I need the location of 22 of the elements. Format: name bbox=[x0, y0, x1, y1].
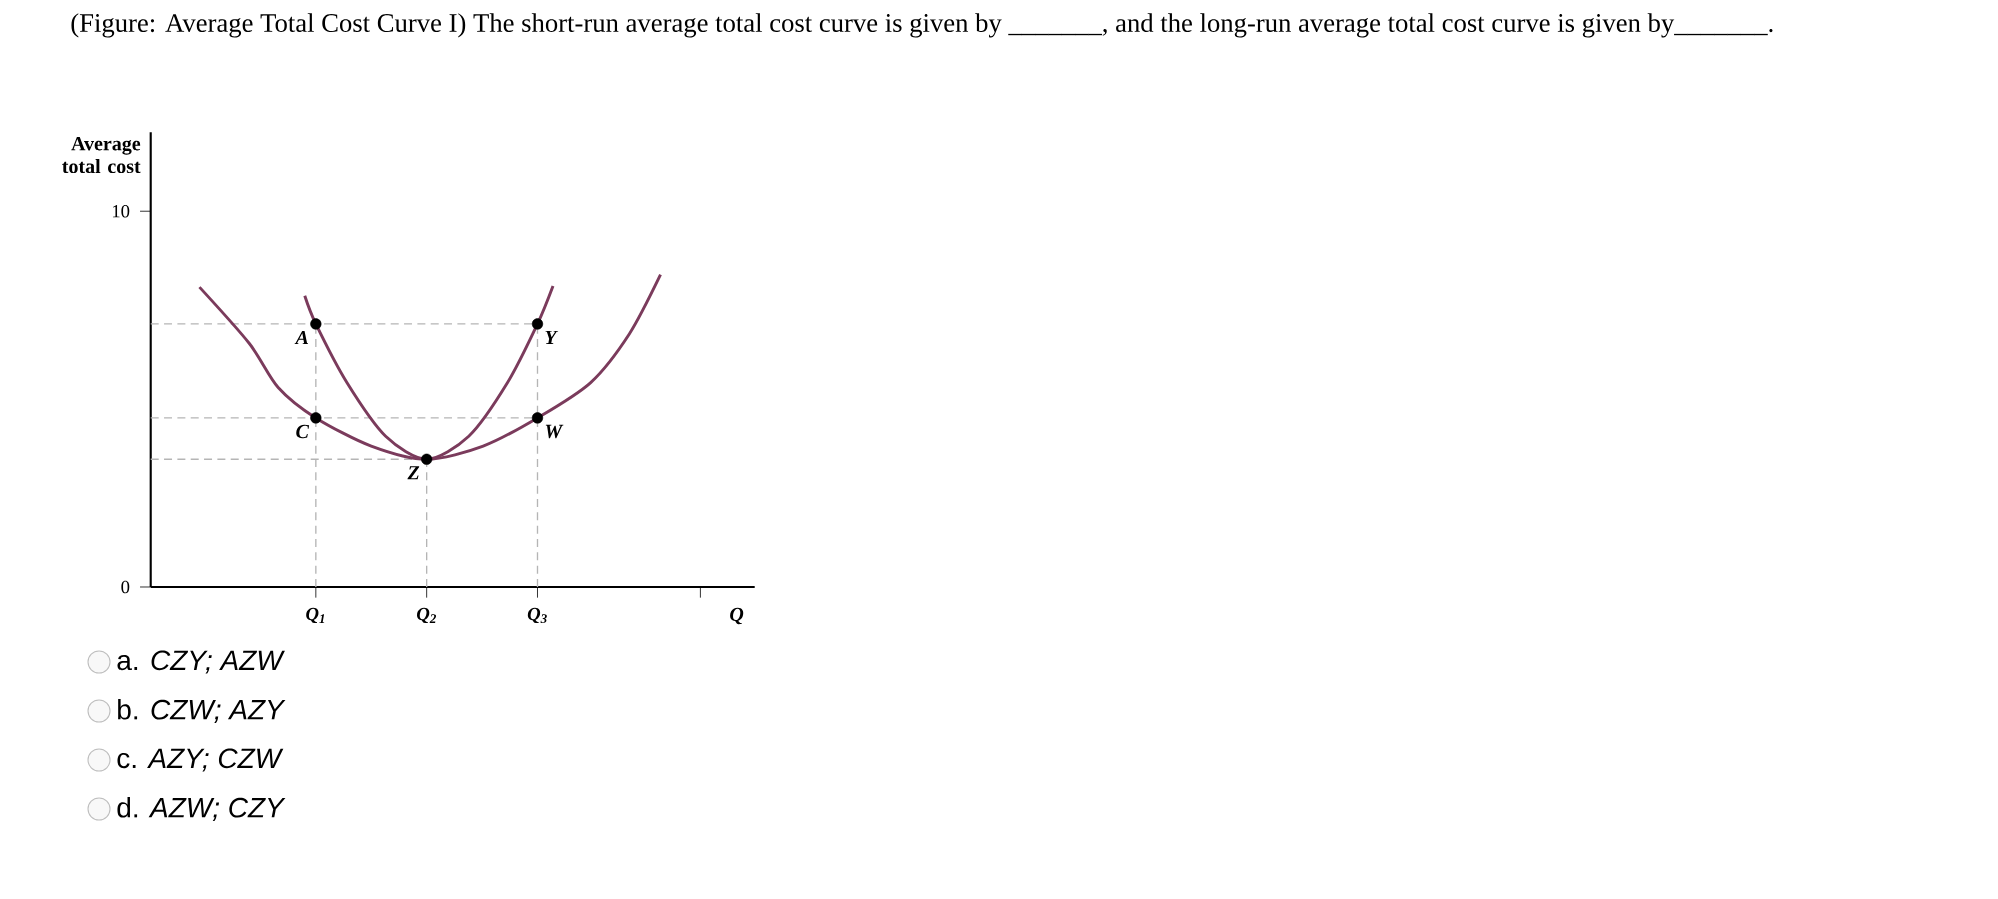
text: a. CZY; AZW bbox=[117, 650, 285, 674]
point bbox=[310, 318, 322, 330]
y-axis-title: Average total cost bbox=[62, 137, 141, 174]
text: d. AZW; CZY bbox=[117, 797, 286, 821]
point bbox=[310, 412, 322, 424]
x-tick-label: Q$_{2}$ bbox=[416, 607, 437, 624]
annotation: Z bbox=[407, 466, 420, 480]
annotation: Y bbox=[545, 330, 559, 344]
x-tick-label: Q$_{3}$ bbox=[527, 607, 547, 624]
text: c. AZY; CZW bbox=[117, 748, 284, 772]
point bbox=[421, 453, 433, 465]
x-tick-label: Q$_{1}$ bbox=[306, 607, 325, 624]
point bbox=[531, 412, 544, 424]
point bbox=[531, 318, 544, 330]
y-tick-label: 0 bbox=[121, 580, 130, 594]
x-axis-title: Q bbox=[730, 607, 744, 625]
annotation: A bbox=[294, 330, 309, 345]
annotation: C bbox=[296, 424, 310, 439]
annotation: W bbox=[545, 424, 564, 439]
text: (Figure: Average Total Cost Curve I) The short-run average total cost curve is given by _______, and the long-run average total cost curve is given by_______. bbox=[71, 13, 1773, 38]
y-tick-label: 10 bbox=[112, 204, 130, 218]
text: b. CZW; AZY bbox=[118, 699, 286, 723]
